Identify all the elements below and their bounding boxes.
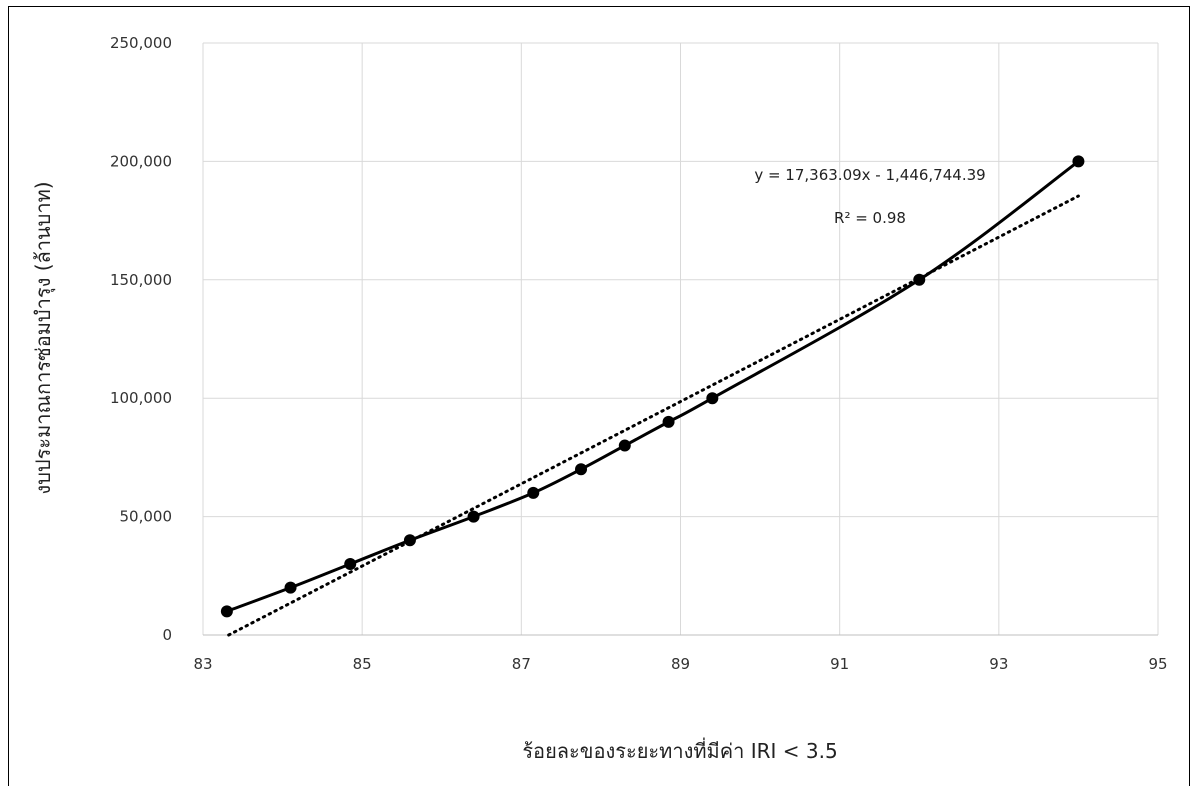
x-tick-label: 85 bbox=[353, 655, 372, 673]
data-point bbox=[575, 463, 588, 476]
data-point bbox=[467, 510, 480, 523]
data-point bbox=[706, 392, 719, 405]
chart-frame bbox=[8, 6, 1190, 786]
series-line bbox=[226, 160, 1080, 613]
data-point bbox=[220, 605, 233, 618]
x-tick-label: 95 bbox=[1148, 655, 1167, 673]
trendline bbox=[227, 194, 1080, 637]
x-tick-label: 89 bbox=[671, 655, 690, 673]
x-tick-label: 91 bbox=[830, 655, 849, 673]
y-tick-label: 0 bbox=[162, 626, 172, 644]
x-tick-label: 83 bbox=[193, 655, 212, 673]
y-tick-label: 50,000 bbox=[120, 508, 173, 526]
data-point bbox=[284, 581, 297, 594]
trendline-r2: R² = 0.98 bbox=[834, 209, 906, 227]
data-point bbox=[1072, 155, 1085, 168]
y-tick-label: 250,000 bbox=[110, 34, 172, 52]
x-axis-tick-labels: 83 85 87 89 91 93 95 bbox=[193, 655, 1167, 673]
data-point bbox=[344, 557, 357, 570]
y-tick-label: 150,000 bbox=[110, 271, 172, 289]
x-tick-label: 87 bbox=[512, 655, 531, 673]
x-tick-label: 93 bbox=[989, 655, 1008, 673]
trendline-equation: y = 17,363.09x - 1,446,744.39 bbox=[754, 166, 985, 184]
y-tick-label: 200,000 bbox=[110, 152, 172, 170]
data-point bbox=[913, 273, 926, 286]
data-points bbox=[220, 155, 1085, 618]
data-point bbox=[618, 439, 631, 452]
data-point bbox=[527, 486, 540, 499]
y-axis-title: งบประมาณการซ่อมบำรุง (ล้านบาท) bbox=[31, 181, 56, 494]
x-axis-title: ร้อยละของระยะทางที่มีค่า IRI < 3.5 bbox=[522, 737, 837, 763]
y-tick-label: 100,000 bbox=[110, 389, 172, 407]
data-point bbox=[662, 415, 675, 428]
y-axis-tick-labels: 0 50,000 100,000 150,000 200,000 250,000 bbox=[110, 34, 172, 644]
gridlines bbox=[202, 42, 1159, 635]
data-point bbox=[403, 534, 416, 547]
